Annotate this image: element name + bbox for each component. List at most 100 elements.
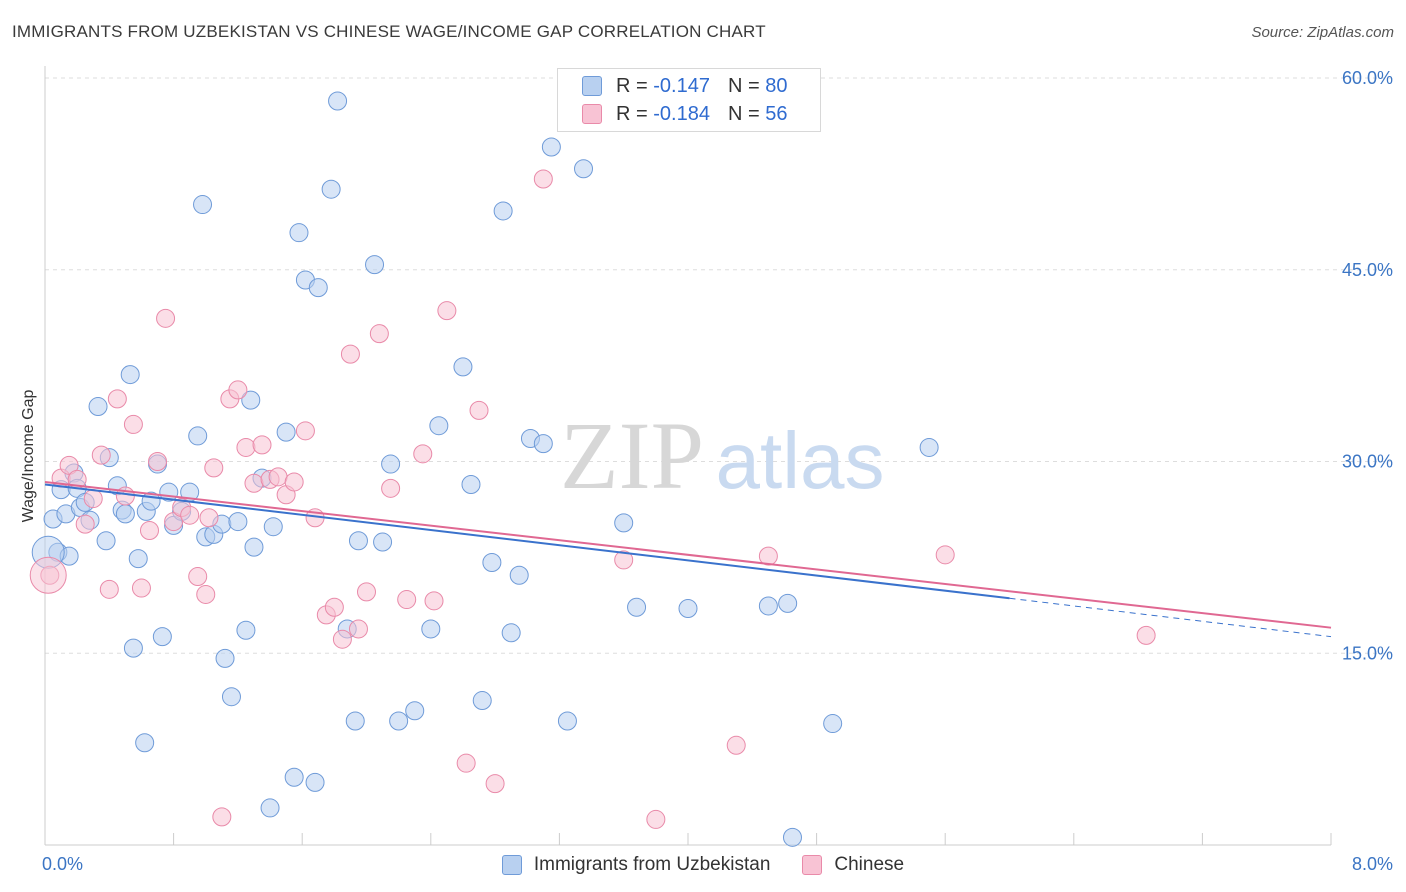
chinese-point (340, 344, 360, 364)
y-tick-label: 60.0% (1342, 68, 1393, 88)
y-tick-label: 45.0% (1342, 260, 1393, 280)
x-tick-labels: 0.0% 8.0% (42, 854, 1393, 874)
uzbekistan-point (614, 513, 634, 533)
chinese-point (437, 301, 457, 321)
uzbekistan-point (260, 798, 280, 818)
legend-r-value: -0.147 (653, 74, 710, 97)
chinese-point (332, 629, 352, 649)
chinese-point (75, 514, 95, 534)
legend-item-uzbekistan[interactable]: Immigrants from Uzbekistan (501, 854, 770, 876)
chinese-point (1136, 625, 1156, 645)
chinese-point (758, 546, 778, 566)
chinese-point (424, 591, 444, 611)
uzbekistan-point (782, 827, 802, 847)
uzbekistan-point (574, 159, 594, 179)
y-tick-label: 15.0% (1342, 643, 1393, 663)
uzbekistan-point (758, 596, 778, 616)
uzbekistan-point (493, 201, 513, 221)
uzbekistan-point (115, 504, 135, 524)
uzbekistan-point (305, 772, 325, 792)
chart-title: IMMIGRANTS FROM UZBEKISTAN VS CHINESE WA… (12, 22, 766, 41)
y-tick-label: 30.0% (1342, 452, 1393, 472)
legend-r-label: R = (616, 102, 648, 125)
chinese-point (726, 735, 746, 755)
uzbekistan-point (345, 711, 365, 731)
uzbekistan-point (919, 437, 939, 457)
chinese-point (131, 578, 151, 598)
uzbekistan-point (541, 137, 561, 157)
chinese-point (413, 444, 433, 464)
uzbekistan-point (509, 565, 529, 585)
legend-n-label: N = (727, 102, 760, 125)
chinese-point (29, 556, 67, 594)
uzbekistan-point (429, 416, 449, 436)
uzbekistan-point (236, 620, 256, 640)
chinese-point (295, 421, 315, 441)
uzbekistan-point (533, 434, 553, 454)
legend-n-label: N = (727, 74, 760, 97)
uzbekistan-point (678, 599, 698, 619)
x-tick-label: 0.0% (42, 854, 83, 874)
uzbekistan-point (284, 767, 304, 787)
chinese-trend-line (44, 480, 1332, 629)
chinese-point (196, 584, 216, 604)
uzbekistan-point (289, 223, 309, 243)
uzbekistan-point (348, 531, 368, 551)
legend-item-chinese[interactable]: Chinese (802, 854, 904, 876)
legend-swatch-blue (501, 855, 522, 875)
chinese-point (123, 414, 143, 434)
legend-r-value: -0.184 (653, 102, 710, 125)
uzbekistan-point (373, 532, 393, 552)
uzbekistan-point (501, 623, 521, 643)
chinese-point (646, 809, 666, 829)
watermark: ZIP atlas (560, 402, 884, 509)
legend-row-uzbekistan: R = -0.147 N = 80 (582, 73, 787, 99)
legend-row-chinese: R = -0.184 N = 56 (582, 101, 787, 127)
uzbekistan-point (453, 357, 473, 377)
chinese-point (469, 400, 489, 420)
legend-label-chinese: Chinese (834, 854, 905, 875)
correlation-legend: R = -0.147 N = 80 R = -0.184 N = 56 (557, 68, 821, 132)
uzbekistan-point (389, 711, 409, 731)
legend-swatch-pink (582, 104, 602, 124)
uzbekistan-point (215, 648, 235, 668)
uzbekistan-point (188, 426, 208, 446)
uzbekistan-point (123, 638, 143, 658)
uzbekistan-trend-line (44, 483, 1010, 600)
uzbekistan-point (365, 255, 385, 275)
uzbekistan-point (263, 517, 283, 537)
series-legend: Immigrants from Uzbekistan Chinese (0, 852, 1406, 878)
chinese-point (244, 473, 264, 493)
legend-r-label: R = (616, 74, 648, 97)
chinese-point (228, 380, 248, 400)
uzbekistan-point (405, 701, 425, 721)
uzbekistan-point (244, 537, 264, 557)
uzbekistan-point (96, 531, 116, 551)
chinese-point (381, 478, 401, 498)
chinese-point (348, 619, 368, 639)
uzbekistan-trend-extension (1009, 597, 1332, 638)
uzbekistan-point (241, 390, 261, 410)
watermark-zip: ZIP (560, 402, 704, 509)
chinese-point (180, 505, 200, 525)
uzbekistan-point (88, 397, 108, 417)
chinese-point (357, 582, 376, 602)
uzbekistan-point (276, 422, 296, 442)
uzbekistan-point (482, 552, 502, 572)
uzbekistan-point (221, 687, 241, 707)
chinese-point (456, 753, 476, 773)
uzbekistan-point (421, 619, 441, 639)
chinese-point (614, 550, 634, 570)
trend-lines (44, 480, 1332, 638)
chinese-point (148, 452, 168, 471)
uzbekistan-point (308, 278, 328, 298)
chinese-point (369, 324, 389, 344)
uzbekistan-point (778, 593, 798, 613)
axes (44, 66, 1332, 846)
chinese-point (83, 489, 103, 509)
uzbekistan-point (823, 714, 843, 734)
grid-lines (45, 77, 1392, 654)
uzbekistan-point (228, 512, 248, 532)
uzbekistan-point (135, 733, 155, 753)
